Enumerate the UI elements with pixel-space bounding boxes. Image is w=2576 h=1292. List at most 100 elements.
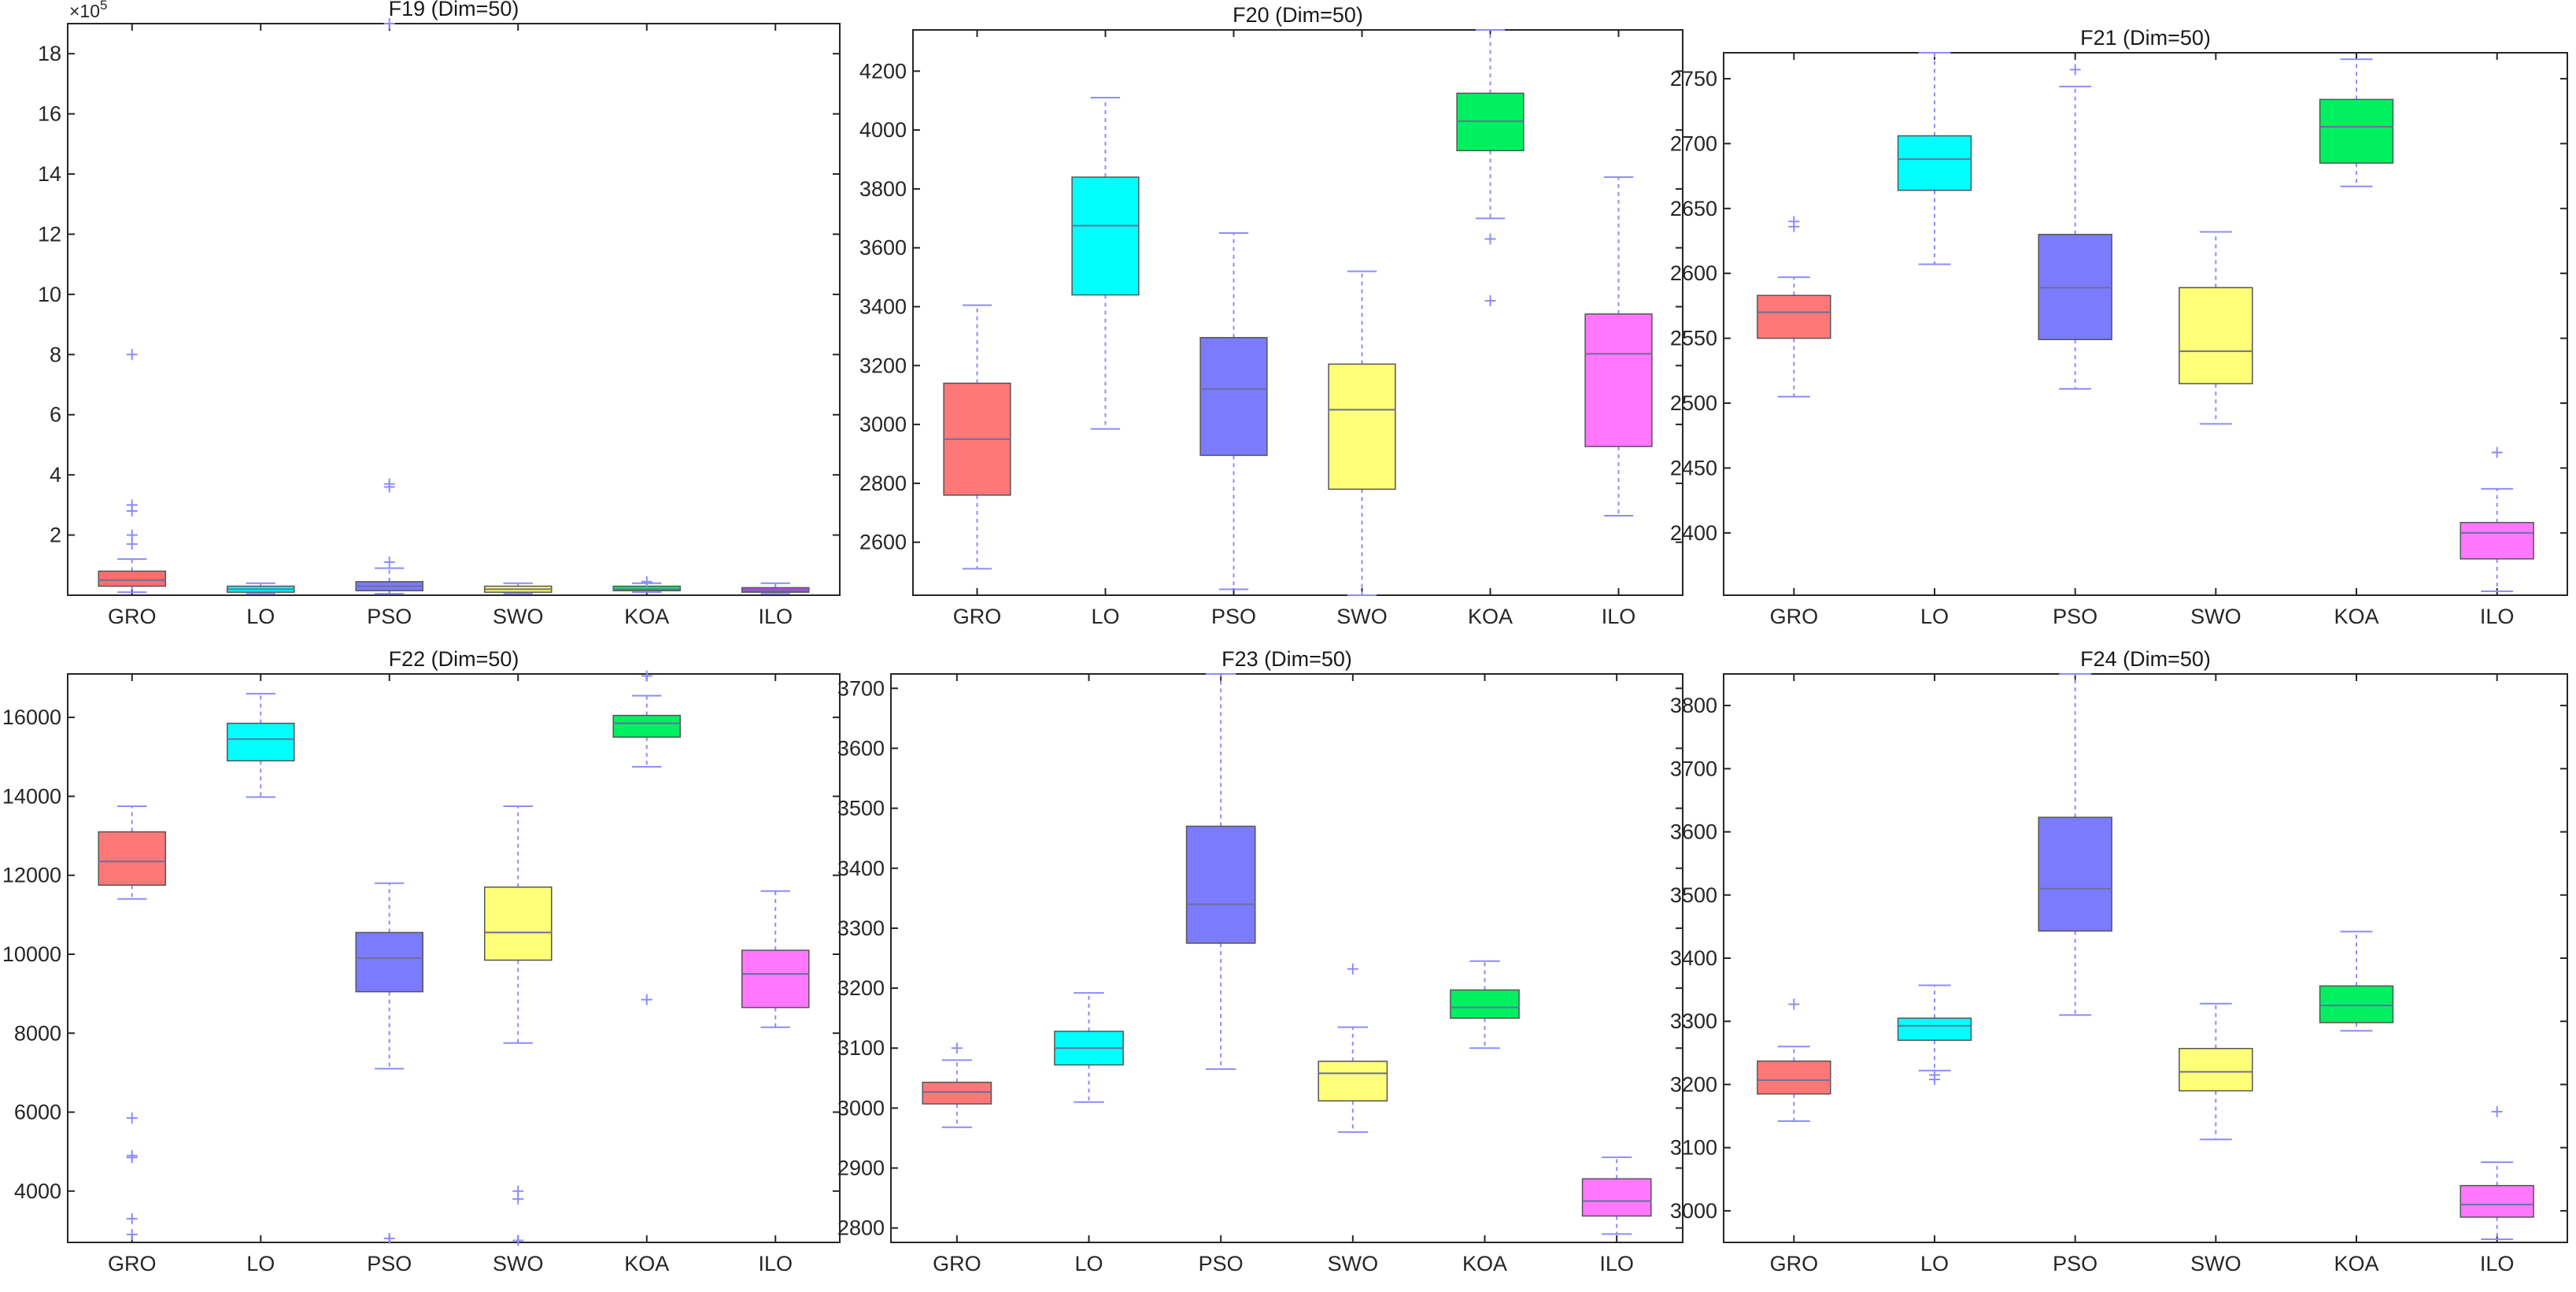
iqr-box xyxy=(226,722,295,762)
panel-f24-ytick-label: 3000 xyxy=(1670,1199,1717,1223)
panel-f19-xtick-label-swo: SWO xyxy=(493,605,544,628)
panel-f22-box-gro xyxy=(98,805,167,1240)
panel-f24-box-pso xyxy=(2038,673,2112,1016)
panel-f22-ytick-label: 4000 xyxy=(14,1179,61,1203)
panel-f22-ytick-label: 14000 xyxy=(2,784,61,808)
panel-f21-ytick-label: 2750 xyxy=(1670,67,1717,91)
panel-f21-box-ilo xyxy=(2460,446,2534,593)
panel-f20-ytick-label: 3800 xyxy=(859,177,907,201)
iqr-box xyxy=(1584,313,1653,447)
panel-f20-ytick-label: 3400 xyxy=(859,295,907,319)
panel-f20-box-pso xyxy=(1199,232,1268,590)
iqr-box xyxy=(1757,1061,1831,1095)
panel-f20-xtick-label-gro: GRO xyxy=(953,605,1002,628)
iqr-box xyxy=(1897,135,1972,191)
panel-f24-box-gro xyxy=(1757,998,1831,1122)
outlier-marker xyxy=(383,478,395,490)
panel-f24-box-ilo xyxy=(2460,1105,2534,1240)
iqr-box xyxy=(483,887,553,961)
iqr-box xyxy=(1199,337,1268,457)
iqr-box xyxy=(1450,989,1520,1019)
panel-f19-xtick-label-gro: GRO xyxy=(108,605,157,628)
outlier-marker xyxy=(2491,446,2503,458)
outlier-marker xyxy=(126,499,138,511)
outlier-marker xyxy=(512,1235,524,1246)
panel-f24-xtick-label-lo: LO xyxy=(1920,1252,1949,1275)
outlier-marker xyxy=(512,1193,524,1205)
outlier-marker xyxy=(1484,233,1496,245)
panel-f23-box-gro xyxy=(922,1042,992,1128)
panel-f22-box-koa xyxy=(612,670,682,1005)
outlier-marker xyxy=(126,1212,138,1224)
panel-f24-ytick-label: 3700 xyxy=(1670,757,1717,780)
panel-f24-axes-frame xyxy=(1723,673,2568,1243)
panel-f23-box-lo xyxy=(1054,992,1124,1103)
panel-f19-box-koa xyxy=(612,576,682,594)
iqr-box xyxy=(2179,287,2253,385)
panel-f24-ytick-label: 3300 xyxy=(1670,1009,1717,1033)
panel-f20-ytick-label: 4200 xyxy=(859,59,907,83)
panel-f22-axes-frame xyxy=(67,673,841,1243)
panel-f24-xtick-label-pso: PSO xyxy=(2053,1252,2097,1275)
outlier-marker xyxy=(126,349,138,361)
panel-f22-box-ilo xyxy=(741,890,810,1028)
panel-f24-box-swo xyxy=(2179,1002,2253,1141)
panel-f19-ytick-label: 14 xyxy=(38,162,61,186)
panel-f22-title: F22 (Dim=50) xyxy=(389,647,519,671)
outlier-marker xyxy=(2069,64,2081,76)
panel-f19-box-swo xyxy=(483,582,553,595)
panel-f19-box-gro xyxy=(98,349,167,594)
iqr-box xyxy=(922,1081,992,1105)
panel-f23-box-ilo xyxy=(1581,1156,1652,1235)
iqr-box xyxy=(1071,176,1140,296)
iqr-box xyxy=(1328,363,1396,491)
panel-f20-box-ilo xyxy=(1584,176,1653,517)
panel-f22-xtick-label-koa: KOA xyxy=(624,1252,669,1275)
panel-f22-box-swo xyxy=(483,805,553,1246)
panel-f23-xtick-label-gro: GRO xyxy=(933,1252,981,1275)
panel-f20-xtick-label-lo: LO xyxy=(1091,605,1119,628)
panel-f20-xtick-label-koa: KOA xyxy=(1468,605,1513,628)
panel-f24-ytick-label: 3800 xyxy=(1670,694,1717,717)
panel-f21-title: F21 (Dim=50) xyxy=(2080,26,2211,50)
panel-f23-ytick-label: 3000 xyxy=(837,1096,885,1120)
panel-f23-ytick-label: 3500 xyxy=(837,797,885,820)
panel-f22-ytick-label: 16000 xyxy=(2,705,61,729)
panel-f22-xtick-label-ilo: ILO xyxy=(758,1252,793,1275)
panel-f23-xtick-label-ilo: ILO xyxy=(1599,1252,1634,1275)
panel-f20-ytick-label: 3200 xyxy=(859,354,907,377)
outlier-marker xyxy=(1788,998,1800,1010)
panel-f19-ytick-label: 18 xyxy=(38,42,61,65)
panel-f22: F22 (Dim=50) 4000 6000 8000 10000 12000 14000 1… xyxy=(2,647,841,1275)
panel-f23-xtick-label-swo: SWO xyxy=(1328,1252,1379,1275)
panel-f21-ytick-label: 2450 xyxy=(1670,456,1717,479)
panel-f19: F19 (Dim=50) ×105 2 4 6 8 10 12 14 16 18 GRO LO PSO SW… xyxy=(38,0,841,628)
panel-f24-ytick-label: 3400 xyxy=(1670,946,1717,970)
panel-f22-xtick-label-pso: PSO xyxy=(367,1252,412,1275)
panel-f24: F24 (Dim=50) 3000 3100 3200 3300 3400 3500 3600… xyxy=(1670,647,2568,1275)
panel-f20-ytick-label: 2800 xyxy=(859,472,907,495)
iqr-box xyxy=(2460,521,2534,560)
panel-f23-ytick-label: 3600 xyxy=(837,736,885,760)
outlier-marker xyxy=(1788,216,1800,228)
panel-f19-ytick-label: 10 xyxy=(38,283,61,306)
panel-f20-box-koa xyxy=(1456,29,1525,307)
panel-f24-xtick-label-swo: SWO xyxy=(2190,1252,2242,1275)
outlier-marker xyxy=(383,556,395,568)
panel-f24-ytick-label: 3100 xyxy=(1670,1136,1717,1160)
panel-f23-ytick-label: 3400 xyxy=(837,857,885,880)
panel-f19-xtick-label-koa: KOA xyxy=(624,605,669,628)
iqr-box xyxy=(98,570,167,587)
panel-f20-xtick-label-ilo: ILO xyxy=(1602,605,1636,628)
panel-f20-xtick-label-swo: SWO xyxy=(1336,605,1388,628)
panel-f20-box-swo xyxy=(1328,270,1396,596)
panel-f21-xtick-label-swo: SWO xyxy=(2190,605,2242,628)
panel-f19-exponent-label: ×105 xyxy=(69,0,107,21)
outlier-marker xyxy=(2491,1105,2503,1117)
outlier-marker xyxy=(1484,295,1496,307)
outlier-marker xyxy=(383,1232,395,1244)
panel-f21-xtick-label-pso: PSO xyxy=(2053,605,2097,628)
panel-f21-ytick-label: 2550 xyxy=(1670,327,1717,350)
panel-f21-box-swo xyxy=(2179,231,2253,425)
